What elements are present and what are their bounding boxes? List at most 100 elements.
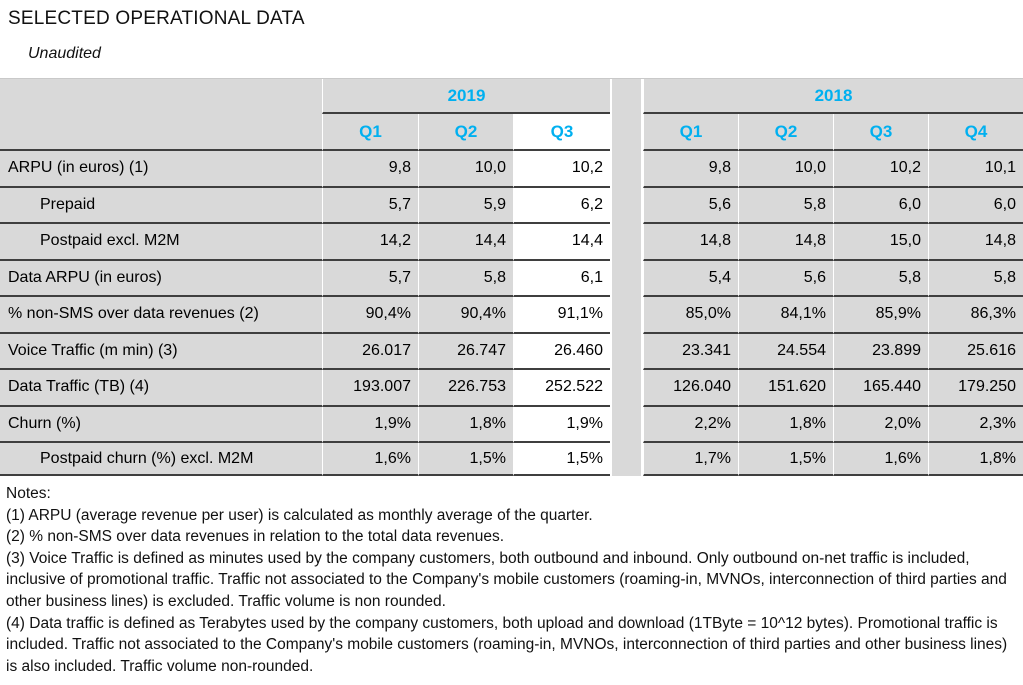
row-label: Data ARPU (in euros) — [0, 260, 322, 297]
notes-section: Notes: (1) ARPU (average revenue per use… — [6, 483, 1015, 677]
value-cell: 25.616 — [928, 333, 1023, 370]
value-cell: 10,2 — [833, 151, 928, 188]
column-gap — [610, 114, 643, 151]
value-cell: 5,8 — [738, 187, 833, 224]
value-cell: 90,4% — [322, 297, 418, 334]
value-cell: 10,0 — [738, 151, 833, 188]
table-row-postpaid: Postpaid excl. M2M 14,2 14,4 14,4 14,8 1… — [0, 224, 1023, 261]
value-cell: 23.899 — [833, 333, 928, 370]
quarter-header-2018-q4: Q4 — [928, 114, 1023, 151]
value-cell-highlighted: 1,9% — [513, 406, 610, 443]
quarter-header-2019-q1: Q1 — [322, 114, 418, 151]
value-cell: 226.753 — [418, 370, 513, 407]
value-cell: 5,4 — [643, 260, 738, 297]
value-cell-highlighted: 6,1 — [513, 260, 610, 297]
notes-heading: Notes: — [6, 485, 51, 502]
value-cell: 14,2 — [322, 224, 418, 261]
value-cell-highlighted: 10,2 — [513, 151, 610, 188]
column-gap — [610, 79, 643, 114]
value-cell: 85,0% — [643, 297, 738, 334]
table-row-data-arpu: Data ARPU (in euros) 5,7 5,8 6,1 5,4 5,6… — [0, 260, 1023, 297]
table-row-voice-traffic: Voice Traffic (m min) (3) 26.017 26.747 … — [0, 333, 1023, 370]
value-cell: 90,4% — [418, 297, 513, 334]
quarter-header-2018-q3: Q3 — [833, 114, 928, 151]
value-cell: 1,5% — [738, 443, 833, 476]
quarter-header-2019-q2: Q2 — [418, 114, 513, 151]
value-cell: 86,3% — [928, 297, 1023, 334]
value-cell: 1,8% — [928, 443, 1023, 476]
value-cell: 1,6% — [833, 443, 928, 476]
value-cell: 5,8 — [928, 260, 1023, 297]
value-cell: 5,6 — [738, 260, 833, 297]
value-cell: 2,0% — [833, 406, 928, 443]
value-cell: 5,8 — [833, 260, 928, 297]
quarter-header-2019-q3-highlighted: Q3 — [513, 114, 610, 151]
value-cell: 1,6% — [322, 443, 418, 476]
column-gap — [610, 224, 643, 261]
quarter-header-2018-q2: Q2 — [738, 114, 833, 151]
value-cell: 179.250 — [928, 370, 1023, 407]
page-title: SELECTED OPERATIONAL DATA — [8, 8, 305, 29]
value-cell: 5,6 — [643, 187, 738, 224]
value-cell: 1,8% — [738, 406, 833, 443]
value-cell: 14,8 — [928, 224, 1023, 261]
value-cell: 126.040 — [643, 370, 738, 407]
row-label: Data Traffic (TB) (4) — [0, 370, 322, 407]
value-cell: 9,8 — [322, 151, 418, 188]
value-cell-highlighted: 252.522 — [513, 370, 610, 407]
value-cell: 193.007 — [322, 370, 418, 407]
value-cell: 14,8 — [643, 224, 738, 261]
table-row-postpaid-churn: Postpaid churn (%) excl. M2M 1,6% 1,5% 1… — [0, 443, 1023, 476]
value-cell: 151.620 — [738, 370, 833, 407]
table-row-arpu: ARPU (in euros) (1) 9,8 10,0 10,2 9,8 10… — [0, 151, 1023, 188]
value-cell-highlighted: 26.460 — [513, 333, 610, 370]
note-2: (2) % non-SMS over data revenues in rela… — [6, 528, 505, 546]
value-cell: 23.341 — [643, 333, 738, 370]
row-label: ARPU (in euros) (1) — [0, 151, 322, 188]
value-cell: 2,3% — [928, 406, 1023, 443]
column-gap — [610, 297, 643, 334]
value-cell: 5,7 — [322, 260, 418, 297]
page-subtitle: Unaudited — [28, 45, 101, 62]
row-label: Prepaid — [0, 187, 322, 224]
row-label: Voice Traffic (m min) (3) — [0, 333, 322, 370]
value-cell: 9,8 — [643, 151, 738, 188]
column-gap — [610, 187, 643, 224]
value-cell: 10,1 — [928, 151, 1023, 188]
corner-cell — [0, 79, 322, 114]
value-cell: 15,0 — [833, 224, 928, 261]
row-label: Churn (%) — [0, 406, 322, 443]
column-gap — [610, 443, 643, 476]
value-cell: 1,9% — [322, 406, 418, 443]
value-cell: 14,4 — [418, 224, 513, 261]
value-cell: 1,8% — [418, 406, 513, 443]
quarter-header-2018-q1: Q1 — [643, 114, 738, 151]
value-cell: 5,8 — [418, 260, 513, 297]
row-label: % non-SMS over data revenues (2) — [0, 297, 322, 334]
operational-data-table: 2019 2018 Q1 Q2 Q3 Q1 Q2 Q3 Q4 ARPU (in … — [0, 78, 1023, 476]
value-cell: 14,8 — [738, 224, 833, 261]
value-cell-highlighted: 91,1% — [513, 297, 610, 334]
value-cell: 10,0 — [418, 151, 513, 188]
report-page: SELECTED OPERATIONAL DATA Unaudited 2019… — [0, 8, 1023, 685]
year-2018-header: 2018 — [643, 79, 1023, 114]
value-cell: 5,7 — [322, 187, 418, 224]
table-row-non-sms: % non-SMS over data revenues (2) 90,4% 9… — [0, 297, 1023, 334]
note-1: (1) ARPU (average revenue per user) is c… — [6, 506, 593, 524]
value-cell: 5,9 — [418, 187, 513, 224]
value-cell: 26.017 — [322, 333, 418, 370]
value-cell: 84,1% — [738, 297, 833, 334]
value-cell: 6,0 — [928, 187, 1023, 224]
value-cell: 165.440 — [833, 370, 928, 407]
year-2019-header: 2019 — [322, 79, 610, 114]
table-row-data-traffic: Data Traffic (TB) (4) 193.007 226.753 25… — [0, 370, 1023, 407]
column-gap — [610, 151, 643, 188]
value-cell: 1,7% — [643, 443, 738, 476]
note-3: (3) Voice Traffic is defined as minutes … — [6, 549, 1007, 610]
value-cell: 6,0 — [833, 187, 928, 224]
column-gap — [610, 333, 643, 370]
row-label: Postpaid churn (%) excl. M2M — [0, 443, 322, 476]
note-4: (4) Data traffic is defined as Terabytes… — [6, 614, 1008, 675]
value-cell: 26.747 — [418, 333, 513, 370]
row-label: Postpaid excl. M2M — [0, 224, 322, 261]
